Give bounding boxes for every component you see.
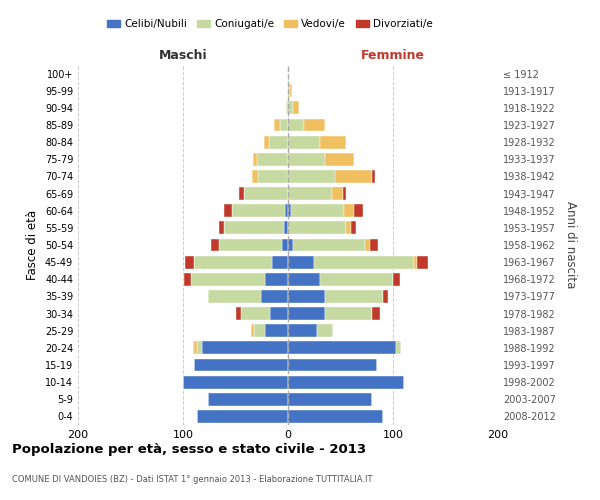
Bar	[393, 273, 400, 285]
Bar	[372, 170, 375, 183]
Bar	[288, 238, 293, 252]
Bar	[191, 273, 265, 285]
Bar	[343, 187, 346, 200]
Bar	[288, 290, 325, 303]
Bar	[284, 222, 288, 234]
Bar	[280, 118, 288, 132]
Bar	[197, 410, 288, 423]
Y-axis label: Fasce di età: Fasce di età	[26, 210, 39, 280]
Bar	[235, 307, 241, 320]
Bar	[396, 342, 401, 354]
Bar	[332, 187, 343, 200]
Bar	[293, 102, 299, 114]
Bar	[224, 222, 284, 234]
Text: Femmine: Femmine	[361, 48, 425, 62]
Bar	[365, 238, 370, 252]
Bar	[372, 307, 380, 320]
Bar	[288, 84, 290, 97]
Bar	[286, 102, 288, 114]
Bar	[202, 342, 288, 354]
Bar	[288, 204, 291, 217]
Bar	[288, 153, 325, 166]
Bar	[314, 256, 414, 268]
Bar	[383, 290, 388, 303]
Bar	[291, 204, 344, 217]
Bar	[265, 324, 288, 337]
Bar	[288, 102, 293, 114]
Text: COMUNE DI VANDOIES (BZ) - Dati ISTAT 1° gennaio 2013 - Elaborazione TUTTITALIA.I: COMUNE DI VANDOIES (BZ) - Dati ISTAT 1° …	[12, 476, 373, 484]
Bar	[183, 376, 288, 388]
Bar	[218, 238, 282, 252]
Bar	[288, 342, 396, 354]
Bar	[288, 393, 372, 406]
Bar	[351, 222, 356, 234]
Bar	[317, 324, 333, 337]
Bar	[325, 290, 383, 303]
Bar	[253, 170, 257, 183]
Bar	[269, 136, 288, 148]
Bar	[185, 256, 193, 268]
Bar	[253, 153, 257, 166]
Bar	[288, 273, 320, 285]
Bar	[239, 187, 244, 200]
Bar	[193, 358, 288, 372]
Bar	[184, 273, 191, 285]
Bar	[320, 136, 346, 148]
Bar	[208, 393, 288, 406]
Bar	[320, 273, 393, 285]
Bar	[354, 204, 362, 217]
Bar	[232, 204, 285, 217]
Bar	[264, 136, 269, 148]
Bar	[288, 187, 332, 200]
Bar	[288, 376, 404, 388]
Bar	[287, 170, 288, 183]
Bar	[197, 342, 202, 354]
Bar	[260, 290, 288, 303]
Bar	[285, 204, 288, 217]
Bar	[288, 358, 377, 372]
Bar	[244, 187, 288, 200]
Bar	[288, 410, 383, 423]
Bar	[265, 273, 288, 285]
Text: Maschi: Maschi	[158, 48, 208, 62]
Bar	[344, 204, 354, 217]
Bar	[288, 222, 346, 234]
Bar	[274, 118, 280, 132]
Bar	[224, 204, 232, 217]
Bar	[288, 118, 304, 132]
Bar	[270, 307, 288, 320]
Bar	[208, 290, 260, 303]
Bar	[325, 153, 354, 166]
Y-axis label: Anni di nascita: Anni di nascita	[563, 202, 577, 288]
Bar	[241, 307, 270, 320]
Bar	[288, 136, 320, 148]
Legend: Celibi/Nubili, Coniugati/e, Vedovi/e, Divorziati/e: Celibi/Nubili, Coniugati/e, Vedovi/e, Di…	[103, 15, 437, 34]
Bar	[417, 256, 428, 268]
Bar	[282, 238, 288, 252]
Bar	[290, 84, 292, 97]
Bar	[335, 170, 372, 183]
Bar	[193, 256, 272, 268]
Bar	[414, 256, 417, 268]
Bar	[346, 222, 351, 234]
Bar	[251, 324, 254, 337]
Bar	[218, 222, 224, 234]
Bar	[257, 153, 288, 166]
Bar	[254, 324, 265, 337]
Bar	[211, 238, 218, 252]
Bar	[288, 307, 325, 320]
Bar	[304, 118, 325, 132]
Bar	[288, 324, 317, 337]
Bar	[288, 256, 314, 268]
Bar	[293, 238, 365, 252]
Bar	[325, 307, 372, 320]
Bar	[288, 170, 335, 183]
Bar	[272, 256, 288, 268]
Bar	[193, 342, 197, 354]
Bar	[370, 238, 379, 252]
Text: Popolazione per età, sesso e stato civile - 2013: Popolazione per età, sesso e stato civil…	[12, 442, 366, 456]
Bar	[257, 170, 287, 183]
